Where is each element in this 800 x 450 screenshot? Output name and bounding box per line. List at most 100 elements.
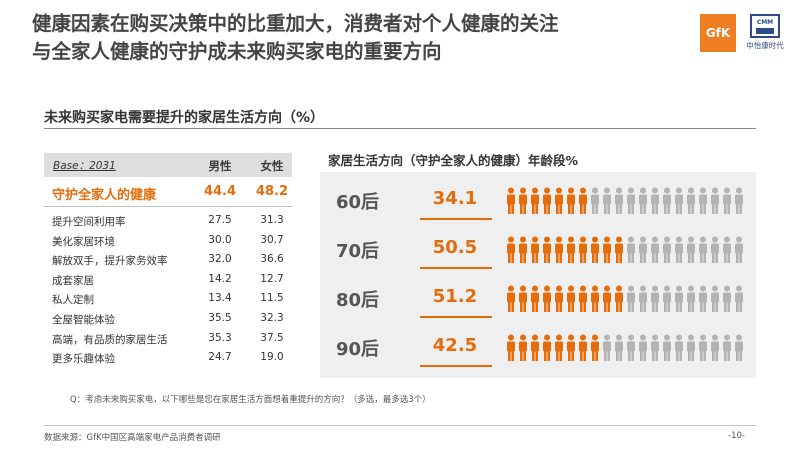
person-icon-empty — [651, 285, 659, 312]
male-value: 30.0 — [208, 233, 232, 246]
female-value: 19.0 — [260, 351, 284, 364]
title-line-2: 与全家人健康的守护成未来购买家电的重要方向 — [32, 40, 442, 63]
person-icon-filled — [507, 187, 515, 214]
age-row: 70后 50.5 — [320, 229, 756, 273]
person-icon-empty — [675, 236, 683, 263]
person-icon-empty — [627, 285, 635, 312]
person-icon-empty — [711, 187, 719, 214]
person-icon-filled — [615, 236, 623, 263]
page-title: 健康因素在购买决策中的比重加大，消费者对个人健康的关注 与全家人健康的守护成未来… — [32, 10, 672, 66]
person-icon-empty — [651, 236, 659, 263]
person-icon-empty — [639, 236, 647, 263]
male-value: 24.7 — [208, 351, 232, 364]
table-row: 高端，有品质的家居生活 35.3 37.5 — [44, 328, 292, 348]
male-value: 14.2 — [208, 272, 232, 285]
person-icon-empty — [675, 285, 683, 312]
footer-divider — [44, 425, 756, 426]
table-row: 更多乐趣体验 24.7 19.0 — [44, 347, 292, 367]
person-icon-filled — [579, 187, 587, 214]
person-icon-empty — [639, 187, 647, 214]
age-row: 80后 51.2 — [320, 278, 756, 322]
male-value: 13.4 — [208, 292, 232, 305]
person-icon-filled — [507, 236, 515, 263]
subtitle-divider — [44, 128, 756, 129]
person-icon-bar — [505, 187, 745, 217]
person-icons — [507, 187, 743, 214]
person-icon-empty — [627, 187, 635, 214]
person-icon-filled — [555, 285, 563, 312]
person-icon-empty — [723, 285, 731, 312]
person-icon-empty — [675, 334, 683, 361]
table-row: 提升空间利用率 27.5 31.3 — [44, 210, 292, 230]
row-label: 成套家居 — [52, 274, 94, 287]
age-value: 51.2 — [432, 286, 478, 307]
person-icon-empty — [639, 334, 647, 361]
person-icons — [507, 334, 743, 361]
person-icons — [507, 236, 743, 263]
person-icon-empty — [663, 187, 671, 214]
title-line-1: 健康因素在购买决策中的比重加大，消费者对个人健康的关注 — [32, 12, 559, 35]
person-icon-empty — [687, 187, 695, 214]
person-icon-empty — [735, 334, 743, 361]
person-icon-empty — [699, 236, 707, 263]
person-icon-filled — [531, 285, 539, 312]
person-icon-bar — [505, 334, 745, 364]
age-label: 80后 — [336, 290, 380, 311]
person-icon-empty — [663, 334, 671, 361]
person-icon-empty — [687, 236, 695, 263]
male-value: 27.5 — [208, 214, 232, 226]
person-icon-filled — [555, 236, 563, 263]
person-icon-filled — [579, 285, 587, 312]
person-icon-filled — [543, 236, 551, 263]
person-icon-filled — [519, 236, 527, 263]
age-label: 70后 — [336, 241, 380, 262]
person-icon-filled — [519, 187, 527, 214]
person-icon-filled — [507, 285, 515, 312]
row-label: 守护全家人的健康 — [52, 188, 157, 203]
person-icon-empty — [735, 187, 743, 214]
gfk-logo: GfK — [700, 14, 736, 52]
person-icon-empty — [711, 285, 719, 312]
data-source: 数据来源：GfK中国区高端家电产品消费者调研 — [44, 433, 221, 443]
table-row: 守护全家人的健康 44.4 48.2 — [44, 180, 292, 204]
person-icon-filled — [555, 187, 563, 214]
person-icon-filled — [507, 334, 515, 361]
person-icon-filled — [531, 334, 539, 361]
person-icon-filled — [567, 285, 575, 312]
person-icon-filled — [519, 334, 527, 361]
person-icon-filled — [591, 285, 599, 312]
table-title: 未来购买家电需要提升的家居生活方向（%） — [44, 110, 325, 126]
person-icon-empty — [627, 334, 635, 361]
table-row: 全屋智能体验 35.5 32.3 — [44, 308, 292, 328]
person-icon-empty — [603, 334, 611, 361]
table-row: 成套家居 14.2 12.7 — [44, 269, 292, 289]
person-icon-filled — [603, 285, 611, 312]
person-icon-filled — [579, 334, 587, 361]
row-label: 高端，有品质的家居生活 — [52, 333, 168, 346]
row-label: 全屋智能体验 — [52, 314, 115, 326]
person-icon-empty — [687, 334, 695, 361]
value-underline — [420, 267, 492, 269]
person-icon-empty — [711, 236, 719, 263]
person-icon-filled — [531, 236, 539, 263]
age-chart-title: 家居生活方向（守护全家人的健康）年龄段% — [328, 153, 579, 168]
male-value: 32.0 — [208, 253, 232, 266]
person-icon-empty — [615, 187, 623, 214]
age-chart-panel: 60后 34.1 70后 50.5 80后 51.2 90后 42.5 — [320, 172, 756, 378]
column-header-female: 女性 — [260, 159, 284, 173]
person-icon-empty — [723, 187, 731, 214]
female-value: 37.5 — [260, 331, 284, 344]
female-value: 11.5 — [260, 292, 284, 305]
table-base: Base：2031 — [53, 160, 116, 172]
female-value: 32.3 — [260, 312, 284, 324]
value-underline — [420, 365, 492, 367]
person-icon-empty — [687, 285, 695, 312]
age-value: 50.5 — [432, 237, 478, 258]
person-icon-filled — [555, 334, 563, 361]
value-underline — [420, 316, 492, 318]
female-value: 48.2 — [255, 184, 289, 199]
row-label: 解放双手，提升家务效率 — [52, 255, 168, 268]
person-icon-filled — [615, 285, 623, 312]
female-value: 36.6 — [260, 253, 284, 266]
person-icon-filled — [531, 187, 539, 214]
